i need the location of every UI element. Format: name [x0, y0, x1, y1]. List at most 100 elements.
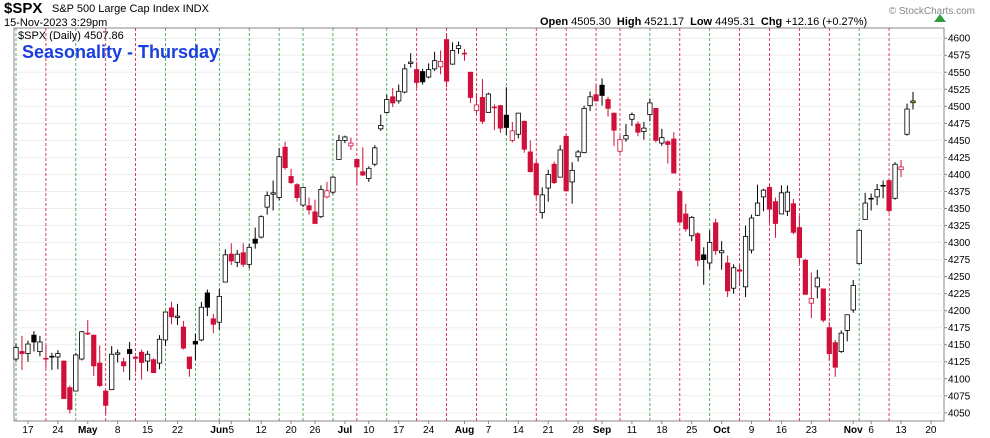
- candle-body: [802, 259, 808, 295]
- x-tick-label: 24: [52, 425, 64, 436]
- x-tick-label: 25: [686, 425, 698, 436]
- candle-body: [569, 169, 575, 183]
- candle-body: [390, 96, 396, 104]
- quote-value: 4505.30: [571, 16, 611, 28]
- y-tick-label: 4100: [948, 374, 971, 385]
- copyright: © StockCharts.com: [889, 6, 975, 17]
- candle-body: [55, 353, 61, 358]
- candle-body: [443, 39, 450, 82]
- candle-body: [246, 246, 252, 265]
- candle-body: [563, 135, 569, 192]
- candle-body: [25, 343, 31, 354]
- x-tick-label: 26: [309, 425, 321, 436]
- candle-body: [485, 93, 492, 113]
- up-arrow: [934, 14, 946, 22]
- candle-body: [641, 127, 647, 132]
- y-tick-label: 4225: [948, 289, 971, 300]
- x-tick-label: 17: [22, 425, 34, 436]
- candle-body: [79, 331, 85, 360]
- candle-body: [312, 211, 318, 224]
- quote-label: Chg: [761, 16, 782, 28]
- candle-body: [844, 314, 850, 331]
- candle-body: [521, 120, 527, 150]
- candle-body: [282, 146, 288, 169]
- candle-body: [850, 285, 856, 311]
- x-tick-label: 23: [806, 425, 818, 436]
- candle-body: [306, 205, 312, 211]
- candle-body: [671, 138, 677, 174]
- candle-body: [449, 50, 456, 65]
- candle-body: [13, 347, 19, 360]
- candle-body: [396, 90, 402, 102]
- candle-body: [372, 147, 378, 165]
- y-tick-label: 4550: [948, 68, 971, 79]
- candle-body: [192, 340, 198, 345]
- candle-body: [707, 242, 713, 264]
- candle-body: [551, 163, 557, 184]
- candle-body: [635, 123, 641, 133]
- candle-body: [557, 149, 563, 178]
- candle-body: [581, 107, 587, 154]
- candle-body: [593, 94, 599, 102]
- candle-body: [324, 190, 330, 198]
- x-tick-label: 9: [749, 425, 755, 436]
- candle-body: [91, 334, 97, 367]
- candle-body: [719, 250, 725, 254]
- candle-body: [121, 361, 127, 367]
- candle-body: [778, 192, 785, 215]
- x-tick-label: 21: [543, 425, 555, 436]
- candle-body: [736, 269, 743, 272]
- quote: Open 4505.30 High 4521.17 Low 4495.31 Chg +12.1…: [540, 16, 867, 28]
- candle-body: [605, 99, 611, 109]
- candle-body: [420, 71, 426, 83]
- candle-body: [868, 197, 874, 200]
- candle-body: [150, 359, 157, 374]
- y-tick-label: 4525: [948, 85, 971, 96]
- candle-body: [431, 60, 438, 70]
- candle-body: [886, 180, 892, 211]
- x-tick-label: 12: [256, 425, 268, 436]
- candle-body: [144, 353, 151, 362]
- candle-body: [67, 387, 73, 410]
- y-tick-label: 4075: [948, 391, 971, 402]
- x-tick-label: 5: [228, 425, 234, 436]
- x-tick-label: 10: [363, 425, 375, 436]
- candle-body: [426, 69, 432, 78]
- quote-value: +12.16 (+0.27%): [785, 16, 867, 28]
- candle-body: [127, 349, 133, 354]
- candle-body: [575, 151, 581, 158]
- candle-body: [473, 104, 480, 111]
- candle-body: [832, 342, 838, 368]
- candle-body: [162, 311, 169, 341]
- candle-body: [43, 357, 49, 360]
- quote-label: High: [617, 16, 642, 28]
- y-tick-label: 4175: [948, 323, 971, 334]
- candle-body: [366, 167, 372, 179]
- candle-body: [270, 192, 276, 195]
- x-tick-label: 20: [286, 425, 298, 436]
- candle-body: [210, 318, 216, 325]
- y-tick-label: 4125: [948, 357, 971, 368]
- y-tick-label: 4400: [948, 170, 971, 181]
- candle-body: [910, 100, 916, 104]
- quote-label: Open: [540, 16, 568, 28]
- candle-body: [234, 253, 240, 263]
- candle-body: [760, 189, 767, 198]
- candle-body: [240, 252, 246, 265]
- candle-body: [533, 163, 539, 196]
- candle-body: [461, 52, 468, 55]
- timestamp: 15-Nov-2023 3:29pm: [4, 17, 107, 29]
- candle-body: [228, 253, 234, 262]
- candle-body: [766, 186, 773, 210]
- candle-body: [402, 68, 408, 93]
- x-tick-label: Oct: [713, 425, 730, 436]
- candle-body: [264, 195, 270, 208]
- candle-body: [216, 295, 222, 323]
- candle-body: [683, 213, 689, 230]
- candle-body: [503, 114, 509, 128]
- candle-body: [539, 194, 545, 213]
- y-tick-label: 4575: [948, 51, 971, 62]
- candle-body: [354, 159, 360, 168]
- candle-body: [599, 84, 605, 96]
